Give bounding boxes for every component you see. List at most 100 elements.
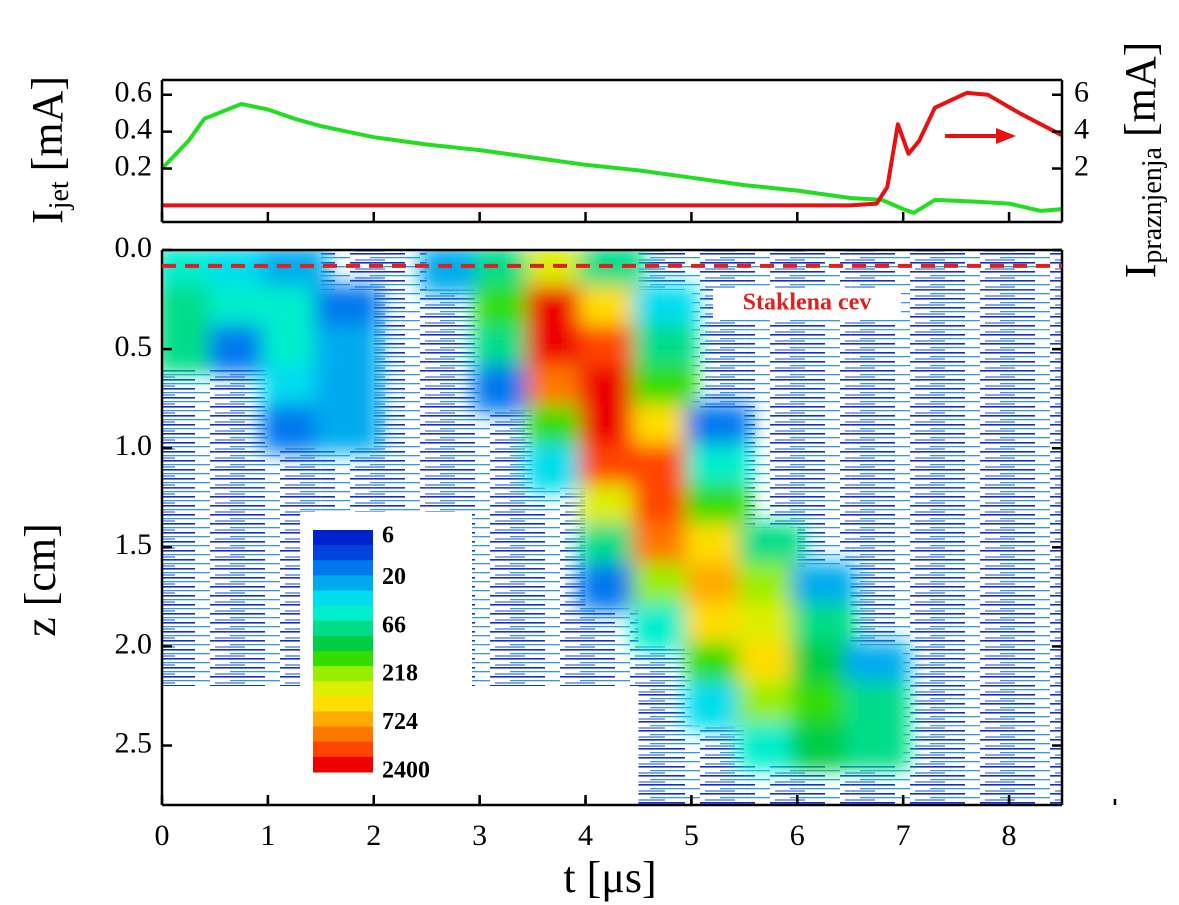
heat-cell: [373, 368, 427, 409]
colorbar-band: [313, 711, 373, 728]
heat-cell: [532, 567, 586, 607]
heat-cell: [426, 448, 480, 488]
heat-cell: [691, 725, 745, 766]
heat-cell: [903, 487, 957, 528]
heat-cell: [744, 487, 798, 528]
heat-cell: [426, 289, 480, 330]
heat-cell: [956, 527, 1010, 568]
y2-tick-label: 4: [1074, 113, 1089, 146]
colorbar-label: 724: [382, 709, 418, 735]
heat-cell: [638, 250, 692, 290]
y2-tick-label: 6: [1074, 76, 1089, 109]
heat-cell: [162, 368, 215, 409]
heat-cell: [162, 646, 215, 687]
heat-cell: [903, 725, 957, 766]
heat-cell: [956, 250, 1010, 290]
heat-cell: [744, 765, 798, 805]
heat-cell: [585, 686, 639, 726]
lines: [160, 90, 1063, 215]
y-tick-label: 1.5: [115, 528, 153, 561]
colorbar-band: [313, 620, 373, 637]
heat-cell: [638, 686, 692, 726]
y-tick-label: 0.5: [115, 330, 153, 363]
heat-cell: [1009, 250, 1062, 290]
colorbar-label: 6: [382, 523, 394, 549]
y-tick-label: 2.5: [115, 726, 153, 759]
colorbar: 6 20 66 218 724 2400: [313, 523, 430, 784]
heat-cell: [850, 527, 904, 568]
colorbar-band: [313, 530, 373, 546]
colorbar-band: [313, 575, 373, 591]
colorbar-band: [313, 756, 373, 773]
heat-cell: [797, 408, 851, 449]
x-tick-label: 8: [1002, 819, 1017, 852]
heat-cell: [1009, 368, 1062, 409]
heat-cell: [373, 329, 427, 369]
heat-cell: [479, 725, 533, 766]
heat-cell: [1009, 646, 1062, 687]
y-axis-label: z [cm]: [16, 523, 65, 637]
y-tick-label: 2.0: [115, 627, 153, 660]
x-tick-label: 3: [472, 819, 487, 852]
colorbar-band: [313, 666, 373, 682]
heat-cell: [532, 646, 586, 687]
heat-cell: [903, 408, 957, 449]
heat-cell: [744, 368, 798, 409]
colorbar-label: 20: [382, 564, 406, 590]
colorbar-band: [313, 560, 373, 576]
y-tick-label: 0.0: [115, 231, 153, 264]
heatmap: [162, 250, 1062, 805]
heat-cell: [1009, 567, 1062, 607]
heat-cell: [850, 329, 904, 369]
heat-cell: [797, 448, 851, 488]
heat-cell: [479, 686, 533, 726]
heat-cell: [956, 686, 1010, 726]
heat-cell: [850, 567, 904, 607]
label-main: I: [23, 209, 72, 224]
heat-cell: [479, 606, 533, 647]
heat-cell: [585, 646, 639, 687]
label-sub: jet: [44, 181, 75, 210]
x-tick-label: 6: [790, 819, 805, 852]
heat-cell: [850, 487, 904, 528]
heat-cell: [479, 646, 533, 687]
heat-cell: [532, 765, 586, 805]
heat-cell: [797, 765, 851, 805]
heat-cell: [426, 368, 480, 409]
heat-cell: [903, 448, 957, 488]
heat-cell: [850, 408, 904, 449]
heat-cell: [1009, 686, 1062, 726]
colorbar-band: [313, 545, 373, 561]
heat-cell: [744, 329, 798, 369]
heat-cell: [850, 765, 904, 805]
x-tick-label: 1: [260, 819, 275, 852]
x-tick-label: 5: [684, 819, 699, 852]
x-tick-label: 0: [155, 819, 170, 852]
label-main: I: [1116, 264, 1165, 279]
label-unit: [mA]: [1116, 42, 1165, 137]
heat-cell: [956, 646, 1010, 687]
y2-tick-label: 2: [1074, 149, 1089, 182]
x-tick-label: 2: [366, 819, 381, 852]
heat-cell: [162, 408, 215, 449]
heat-cell: [532, 606, 586, 647]
heat-cell: [638, 646, 692, 687]
y-tick-label: 0.6: [115, 76, 153, 109]
colorbar-band: [313, 681, 373, 697]
heat-cell: [744, 250, 798, 290]
heat-cell: [903, 289, 957, 330]
colorbar-label: 66: [382, 612, 406, 638]
colorbar-band: [313, 741, 373, 758]
arrow-head: [996, 128, 1016, 144]
x-tick-label: 7: [896, 819, 911, 852]
heat-cell: [479, 408, 533, 449]
heat-cell: [1009, 448, 1062, 488]
heat-cell: [956, 487, 1010, 528]
heat-cell: [903, 606, 957, 647]
heat-cell: [162, 487, 215, 528]
annotation: Staklena cev: [743, 290, 872, 316]
axes: [160, 78, 1117, 807]
heat-cell: [214, 606, 268, 647]
heat-cell: [532, 725, 586, 766]
